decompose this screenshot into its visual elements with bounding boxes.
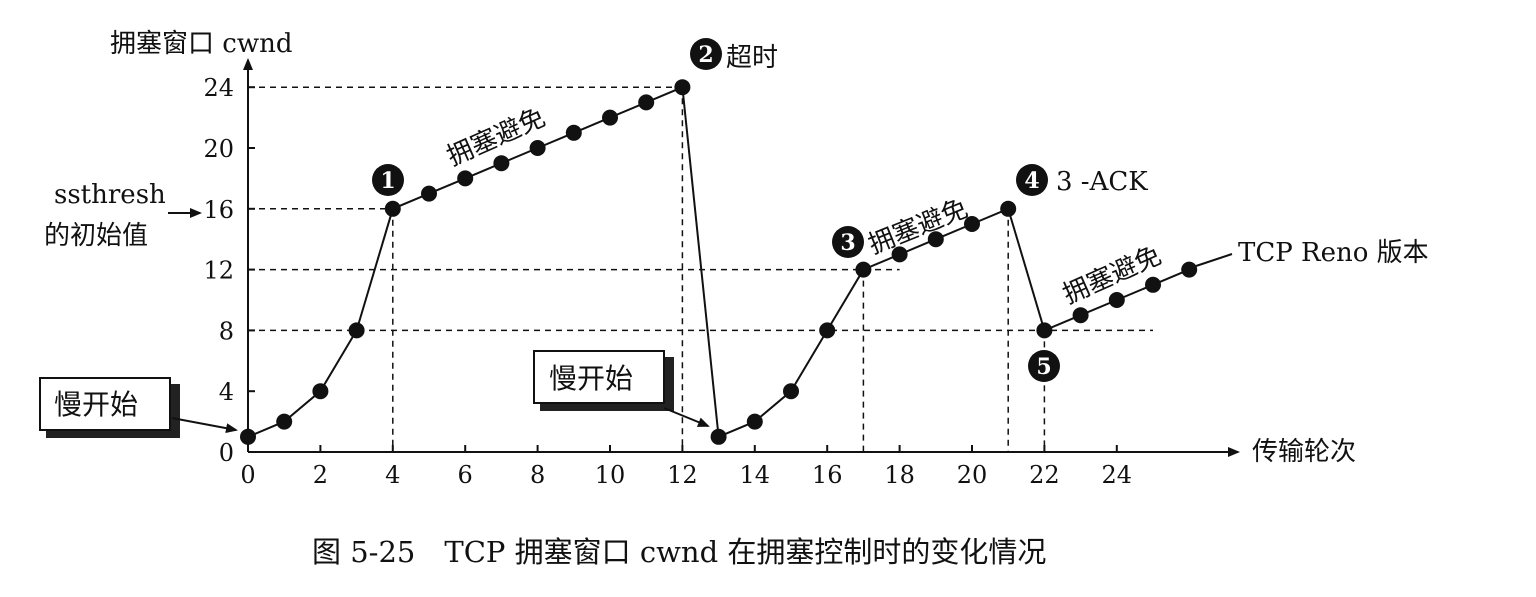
svg-text:慢开始: 慢开始 — [549, 362, 633, 395]
x-tick-label-20: 20 — [957, 461, 988, 489]
data-point-6 — [457, 170, 474, 187]
slow-start-arrow-2 — [663, 407, 710, 427]
data-point-24 — [1108, 292, 1125, 308]
data-point-26 — [1181, 261, 1198, 278]
data-point-14 — [746, 413, 763, 430]
svg-text:1: 1 — [380, 168, 395, 194]
marker-4-text: 3 -ACK — [1056, 167, 1148, 197]
data-point-19 — [927, 231, 944, 248]
series-label: TCP Reno 版本 — [1238, 238, 1429, 268]
slow-start-box-1: 慢开始 — [39, 377, 180, 438]
x-axis-label: 传输轮次 — [1252, 437, 1356, 467]
data-point-20 — [964, 216, 980, 232]
y-tick-label-20: 20 — [203, 135, 234, 163]
data-point-4 — [384, 200, 401, 217]
data-point-25 — [1145, 276, 1161, 293]
marker-2-text: 超时 — [726, 43, 778, 73]
y-axis-label: 拥塞窗口 cwnd — [110, 29, 292, 59]
marker-5: 5 — [1028, 350, 1060, 382]
x-tick-label-10: 10 — [595, 461, 626, 489]
series-label-leader — [1195, 253, 1233, 267]
ssthresh-label-line2: 的初始值 — [44, 221, 148, 251]
slow-start-arrow-1 — [171, 417, 238, 434]
x-tick-label-22: 22 — [1029, 461, 1060, 489]
svg-text:4: 4 — [1024, 168, 1039, 194]
slow-start-box-2: 慢开始 — [533, 350, 674, 411]
data-point-11 — [638, 94, 655, 111]
data-point-5 — [421, 185, 437, 202]
cwnd-series-line — [247, 85, 1190, 439]
data-point-18 — [891, 246, 908, 263]
marker-3: 3 — [832, 226, 864, 258]
y-tick-label-4: 4 — [219, 378, 234, 406]
y-tick-label-0: 0 — [219, 439, 234, 467]
ssthresh-label-line1: ssthresh — [54, 180, 166, 210]
data-point-17 — [855, 261, 872, 278]
x-tick-label-8: 8 — [530, 461, 545, 489]
marker-1: 1 — [372, 164, 404, 196]
data-point-0 — [240, 428, 256, 445]
x-tick-label-4: 4 — [385, 461, 400, 489]
svg-text:2: 2 — [698, 42, 713, 68]
data-point-22 — [1036, 322, 1053, 339]
svg-text:5: 5 — [1036, 354, 1051, 380]
data-point-9 — [565, 124, 582, 141]
x-tick-label-0: 0 — [240, 461, 255, 489]
marker-2: 2 — [690, 38, 722, 70]
phase-label-ca-2: 拥塞避免 — [864, 194, 972, 261]
data-point-3 — [348, 322, 365, 339]
data-point-10 — [602, 109, 618, 126]
x-tick-label-24: 24 — [1102, 461, 1133, 489]
data-point-16 — [819, 322, 836, 339]
x-tick-label-14: 14 — [740, 461, 771, 489]
x-tick-label-16: 16 — [812, 461, 843, 489]
x-tick-label-12: 12 — [667, 461, 698, 489]
marker-4: 4 — [1016, 164, 1048, 196]
x-tick-label-6: 6 — [458, 461, 473, 489]
svg-text:3: 3 — [840, 230, 855, 256]
y-tick-label-16: 16 — [203, 196, 234, 224]
x-tick-label-18: 18 — [884, 461, 915, 489]
data-point-1 — [276, 413, 293, 430]
data-point-21 — [1000, 200, 1017, 217]
x-tick-label-2: 2 — [313, 461, 328, 489]
data-point-15 — [783, 383, 799, 400]
figure-caption: 图 5-25 TCP 拥塞窗口 cwnd 在拥塞控制时的变化情况 — [312, 535, 1046, 569]
data-point-7 — [493, 155, 510, 172]
y-tick-label-12: 12 — [203, 257, 234, 285]
data-point-8 — [529, 140, 546, 156]
y-tick-label-24: 24 — [203, 74, 234, 102]
data-point-23 — [1072, 307, 1089, 324]
y-tick-label-8: 8 — [219, 317, 234, 345]
svg-text:慢开始: 慢开始 — [54, 388, 138, 421]
data-point-13 — [710, 428, 727, 445]
data-point-2 — [312, 383, 329, 400]
data-point-12 — [674, 79, 691, 96]
